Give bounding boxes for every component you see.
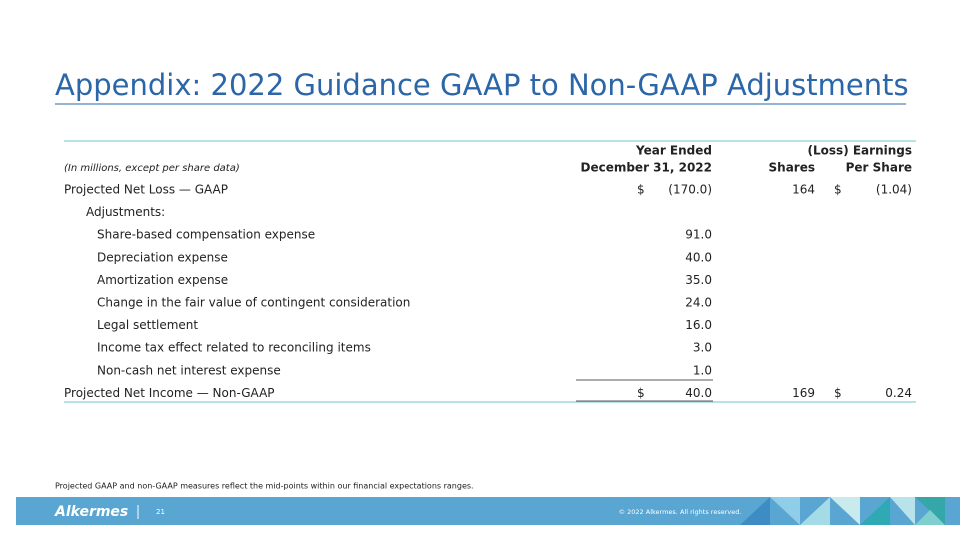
row-label: Projected Net Loss — GAAP: [64, 183, 228, 197]
row-label: Legal settlement: [97, 318, 198, 332]
amount: 16.0: [685, 318, 712, 332]
currency: $: [834, 386, 842, 400]
footnote: Projected GAAP and non-GAAP measures ref…: [55, 482, 474, 491]
currency: $: [834, 183, 842, 197]
row-label: Amortization expense: [97, 273, 228, 287]
footer-decoration: [740, 497, 945, 525]
unit-note: (In millions, except per share data): [64, 163, 240, 174]
footer-band: [16, 497, 960, 525]
row-label: Share-based compensation expense: [97, 228, 315, 242]
slide-title: Appendix: 2022 Guidance GAAP to Non-GAAP…: [55, 68, 909, 102]
page-number: 21: [156, 508, 165, 516]
shares: 164: [792, 183, 815, 197]
amount: 24.0: [685, 296, 712, 310]
column-header: Year Ended: [635, 144, 712, 158]
row-label: Income tax effect related to reconciling…: [97, 341, 371, 355]
amount: 1.0: [693, 363, 712, 377]
column-header: (Loss) Earnings: [808, 144, 912, 158]
column-header: Shares: [769, 161, 815, 175]
amount: 91.0: [685, 228, 712, 242]
amount: 40.0: [685, 386, 712, 400]
logo: Alkermes: [54, 504, 128, 520]
group-label: Adjustments:: [86, 205, 165, 219]
column-header: December 31, 2022: [580, 161, 712, 175]
shares: 169: [792, 386, 815, 400]
table-body: Projected Net Loss — GAAP $ (170.0) 164 $ (1.…: [64, 183, 912, 400]
row-label: Non-cash net interest expense: [97, 363, 281, 377]
row-label: Depreciation expense: [97, 250, 228, 264]
amount: (170.0): [668, 183, 712, 197]
row-label: Change in the fair value of contingent c…: [97, 296, 410, 310]
currency: $: [637, 183, 645, 197]
eps: (1.04): [876, 183, 912, 197]
eps: 0.24: [885, 386, 912, 400]
copyright: © 2022 Alkermes. All rights reserved.: [619, 508, 742, 516]
row-label: Projected Net Income — Non-GAAP: [64, 386, 275, 400]
amount: 40.0: [685, 250, 712, 264]
amount: 3.0: [693, 341, 712, 355]
column-header: Per Share: [846, 161, 912, 175]
currency: $: [637, 386, 645, 400]
amount: 35.0: [685, 273, 712, 287]
